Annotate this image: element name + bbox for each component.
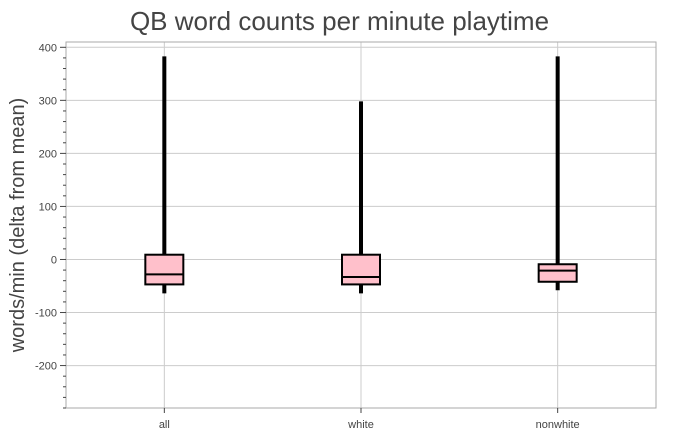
- y-tick-label: -200: [35, 361, 57, 373]
- box-all: [144, 56, 185, 294]
- x-tick-label: nonwhite: [536, 419, 580, 431]
- marks-layer: [144, 56, 578, 294]
- box-nonwhite: [537, 56, 578, 291]
- box-white: [341, 101, 381, 294]
- x-tick-label: all: [159, 419, 170, 431]
- y-tick-label: 400: [39, 42, 57, 54]
- chart-title: QB word counts per minute playtime: [129, 6, 550, 36]
- y-tick-label: -100: [35, 308, 57, 320]
- y-tick-label: 300: [39, 95, 57, 107]
- x-tick-label: white: [347, 419, 374, 431]
- axes-layer: 400 300 200 100 0 -100 -200 all white nonwhite: [35, 42, 580, 431]
- y-tick-label: 200: [39, 148, 57, 160]
- y-axis-title: words/min (delta from mean): [7, 98, 29, 354]
- y-tick-label: 100: [39, 201, 57, 213]
- iqr-box: [341, 253, 381, 286]
- iqr-box: [144, 253, 185, 286]
- y-tick-label: 0: [51, 254, 57, 266]
- iqr-box: [537, 263, 578, 283]
